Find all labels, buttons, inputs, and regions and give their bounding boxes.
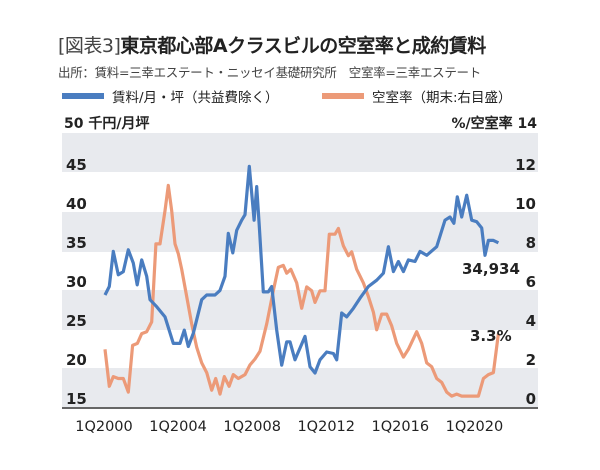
x-tick-label: 1Q2016 xyxy=(372,419,430,435)
right-tick-label: 8 xyxy=(526,234,536,252)
rent-line xyxy=(103,164,500,375)
x-tick-label: 1Q2008 xyxy=(223,419,281,435)
right-axis-label: %/空室率 14 xyxy=(451,116,538,132)
right-tick-label: 12 xyxy=(515,156,536,174)
legend-item-rent: 賃料/月・坪（共益費除く） xyxy=(62,86,279,106)
left-axis-ticks: 15 20 25 30 35 40 45 xyxy=(66,156,87,408)
legend-swatch-rent xyxy=(62,93,104,99)
right-tick-label: 6 xyxy=(526,273,536,291)
right-tick-label: 4 xyxy=(526,312,536,330)
vacancy-end-label: 3.3% xyxy=(470,327,512,345)
right-tick-label: 10 xyxy=(515,195,536,213)
x-tick-label: 1Q2012 xyxy=(297,419,355,435)
left-tick-label: 40 xyxy=(66,195,87,213)
legend-item-vacancy: 空室率（期末:右目盛） xyxy=(322,86,512,106)
left-axis-label: 50 千円/月坪 xyxy=(64,116,150,132)
left-tick-label: 35 xyxy=(66,234,87,252)
grid-band xyxy=(62,133,538,172)
left-tick-label: 45 xyxy=(66,156,87,174)
legend-label-vacancy: 空室率（期末:右目盛） xyxy=(372,90,512,106)
vacancy-line xyxy=(103,183,500,398)
title-text: 東京都心部Aクラスビルの空室率と成約賃料 xyxy=(120,35,486,57)
grid-band xyxy=(62,212,538,252)
grid-bands xyxy=(62,133,538,407)
series-lines xyxy=(103,164,500,398)
x-tick-label: 1Q2000 xyxy=(75,419,133,435)
left-tick-label: 20 xyxy=(66,351,87,369)
left-tick-label: 15 xyxy=(66,390,87,408)
x-tick-label: 1Q2020 xyxy=(446,419,504,435)
right-tick-label: 2 xyxy=(526,351,536,369)
right-tick-label: 0 xyxy=(526,390,536,408)
figure-number: [図表3] xyxy=(58,35,121,57)
left-tick-label: 30 xyxy=(66,273,87,291)
grid-band xyxy=(62,368,538,407)
x-tick-label: 1Q2004 xyxy=(149,419,207,435)
x-axis-ticks: 1Q2000 1Q2004 1Q2008 1Q2012 1Q2016 1Q2020 xyxy=(75,419,503,435)
legend-swatch-vacancy xyxy=(322,93,364,99)
rent-end-label: 34,934 xyxy=(462,260,520,278)
legend-label-rent: 賃料/月・坪（共益費除く） xyxy=(112,90,279,106)
left-tick-label: 25 xyxy=(66,312,87,330)
chart-title: [図表3]東京都心部Aクラスビルの空室率と成約賃料 xyxy=(58,31,486,58)
source-note: 出所：賃料=三幸エステート・ニッセイ基礎研究所 空室率=三幸エステート xyxy=(58,65,481,80)
right-axis-ticks: 0 2 4 6 8 10 12 xyxy=(515,156,536,408)
